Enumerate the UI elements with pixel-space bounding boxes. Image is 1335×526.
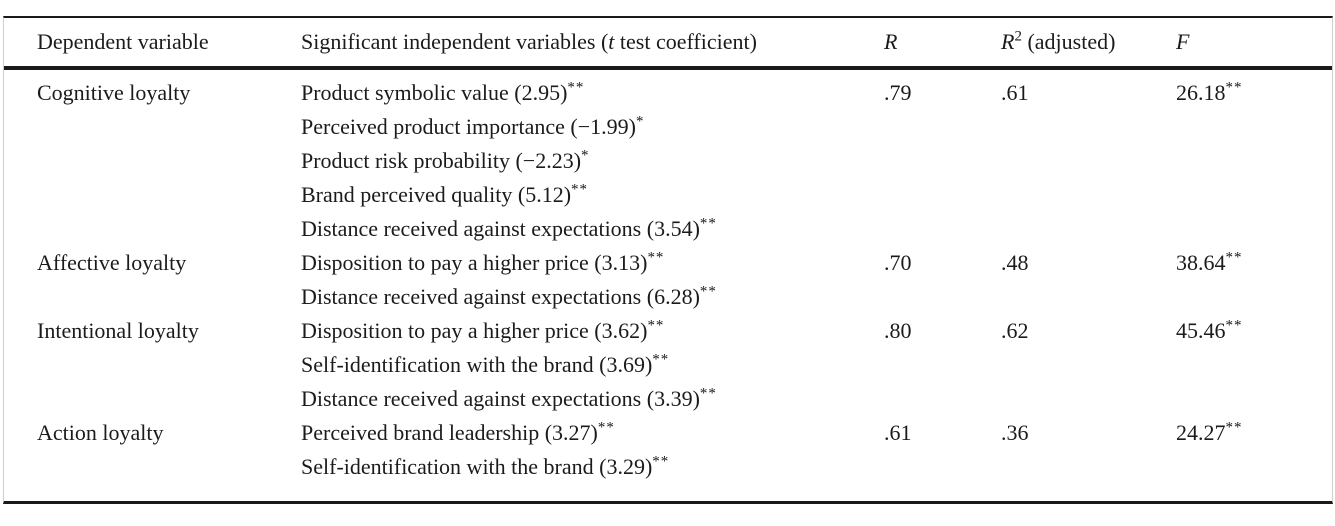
header-independent-variables: Significant independent variables (t tes… [301, 29, 884, 55]
header-adjusted-label: (adjusted) [1021, 29, 1116, 54]
predictor-line: Disposition to pay a higher price (3.13)… [301, 246, 884, 280]
dependent-variable-cell: Action loyalty [4, 416, 301, 484]
significance-superscript: ** [652, 351, 670, 368]
dependent-variable-cell: Intentional loyalty [4, 314, 301, 416]
header-r2-symbol: R [1001, 29, 1015, 54]
significance-superscript: ** [567, 79, 585, 96]
header-f: F [1176, 29, 1332, 55]
significance-superscript: ** [647, 249, 665, 266]
predictor-text: Product risk probability (−2.23) [301, 148, 582, 173]
predictor-line: Brand perceived quality (5.12)** [301, 178, 884, 212]
r2-value-cell: .36 [1001, 416, 1176, 484]
predictor-line: Self-identification with the brand (3.29… [301, 450, 884, 484]
table-row-cognitive-loyalty: Cognitive loyalty Product symbolic value… [4, 76, 1332, 246]
table-row-affective-loyalty: Affective loyalty Disposition to pay a h… [4, 246, 1332, 314]
significance-superscript: ** [699, 215, 717, 232]
r2-value-cell: .61 [1001, 76, 1176, 246]
significance-superscript: ** [1225, 79, 1243, 96]
f-value: 45.46 [1176, 318, 1226, 343]
header-predictors-prefix: Significant independent variables ( [301, 29, 609, 54]
table-row-action-loyalty: Action loyalty Perceived brand leadershi… [4, 416, 1332, 484]
table-body: Cognitive loyalty Product symbolic value… [4, 70, 1332, 501]
r-value: .61 [884, 420, 912, 445]
dependent-variable-label: Intentional loyalty [37, 318, 199, 343]
dependent-variable-cell: Affective loyalty [4, 246, 301, 314]
predictor-line: Distance received against expectations (… [301, 382, 884, 416]
r2-value-cell: .48 [1001, 246, 1176, 314]
predictor-text: Self-identification with the brand (3.69… [301, 352, 653, 377]
f-value-cell: 45.46** [1176, 314, 1332, 416]
dependent-variable-cell: Cognitive loyalty [4, 76, 301, 246]
predictor-text: Distance received against expectations (… [301, 284, 700, 309]
r-value-cell: .79 [884, 76, 1001, 246]
predictors-cell: Disposition to pay a higher price (3.13)… [301, 246, 884, 314]
r2-value-cell: .62 [1001, 314, 1176, 416]
r2-value: .61 [1001, 80, 1029, 105]
header-r-squared-adjusted: R2 (adjusted) [1001, 29, 1176, 55]
dependent-variable-label: Action loyalty [37, 420, 164, 445]
significance-superscript: * [635, 113, 645, 130]
predictor-line: Perceived brand leadership (3.27)** [301, 416, 884, 450]
predictor-text: Disposition to pay a higher price (3.13) [301, 250, 648, 275]
r2-value: .36 [1001, 420, 1029, 445]
predictor-line: Product risk probability (−2.23)* [301, 144, 884, 178]
significance-superscript: ** [1225, 317, 1243, 334]
predictor-text: Distance received against expectations (… [301, 216, 700, 241]
significance-superscript: * [581, 147, 590, 164]
f-value: 26.18 [1176, 80, 1226, 105]
significance-superscript: ** [1225, 419, 1243, 436]
dependent-variable-label: Cognitive loyalty [37, 80, 191, 105]
significance-superscript: ** [1225, 249, 1243, 266]
r2-value: .62 [1001, 318, 1029, 343]
r-value-cell: .70 [884, 246, 1001, 314]
table-row-intentional-loyalty: Intentional loyalty Disposition to pay a… [4, 314, 1332, 416]
predictor-line: Distance received against expectations (… [301, 280, 884, 314]
table-header-row: Dependent variable Significant independe… [4, 18, 1332, 70]
f-value: 24.27 [1176, 420, 1226, 445]
f-value: 38.64 [1176, 250, 1226, 275]
header-t-symbol: t [608, 29, 615, 54]
significance-superscript: ** [647, 317, 665, 334]
f-value-cell: 38.64** [1176, 246, 1332, 314]
significance-superscript: ** [652, 453, 670, 470]
predictor-line: Self-identification with the brand (3.69… [301, 348, 884, 382]
predictor-line: Distance received against expectations (… [301, 212, 884, 246]
header-f-symbol: F [1176, 29, 1190, 54]
predictor-text: Brand perceived quality (5.12) [301, 182, 572, 207]
significance-superscript: ** [699, 385, 717, 402]
r-value: .80 [884, 318, 912, 343]
header-dependent-variable: Dependent variable [4, 29, 301, 55]
significance-superscript: ** [597, 419, 615, 436]
header-dependent-label: Dependent variable [37, 29, 209, 54]
dependent-variable-label: Affective loyalty [37, 250, 187, 275]
header-r2-exponent: 2 [1014, 28, 1022, 45]
header-predictors-suffix: test coefficient) [614, 29, 757, 54]
r-value: .79 [884, 80, 912, 105]
predictor-text: Disposition to pay a higher price (3.62) [301, 318, 648, 343]
predictor-line: Perceived product importance (−1.99)* [301, 110, 884, 144]
predictor-line: Product symbolic value (2.95)** [301, 76, 884, 110]
header-r: R [884, 29, 1001, 55]
predictors-cell: Perceived brand leadership (3.27)** Self… [301, 416, 884, 484]
predictors-cell: Product symbolic value (2.95)** Perceive… [301, 76, 884, 246]
r-value-cell: .61 [884, 416, 1001, 484]
predictor-text: Self-identification with the brand (3.29… [301, 454, 653, 479]
predictor-line: Disposition to pay a higher price (3.62)… [301, 314, 884, 348]
f-value-cell: 24.27** [1176, 416, 1332, 484]
predictors-cell: Disposition to pay a higher price (3.62)… [301, 314, 884, 416]
predictor-text: Product symbolic value (2.95) [301, 80, 568, 105]
predictor-text: Perceived product importance (−1.99) [301, 114, 636, 139]
predictor-text: Distance received against expectations (… [301, 386, 700, 411]
r-value-cell: .80 [884, 314, 1001, 416]
f-value-cell: 26.18** [1176, 76, 1332, 246]
r2-value: .48 [1001, 250, 1029, 275]
regression-results-table: Dependent variable Significant independe… [3, 16, 1333, 504]
significance-superscript: ** [571, 181, 588, 198]
significance-superscript: ** [699, 283, 717, 300]
header-r-symbol: R [884, 29, 898, 54]
predictor-text: Perceived brand leadership (3.27) [301, 420, 598, 445]
r-value: .70 [884, 250, 912, 275]
